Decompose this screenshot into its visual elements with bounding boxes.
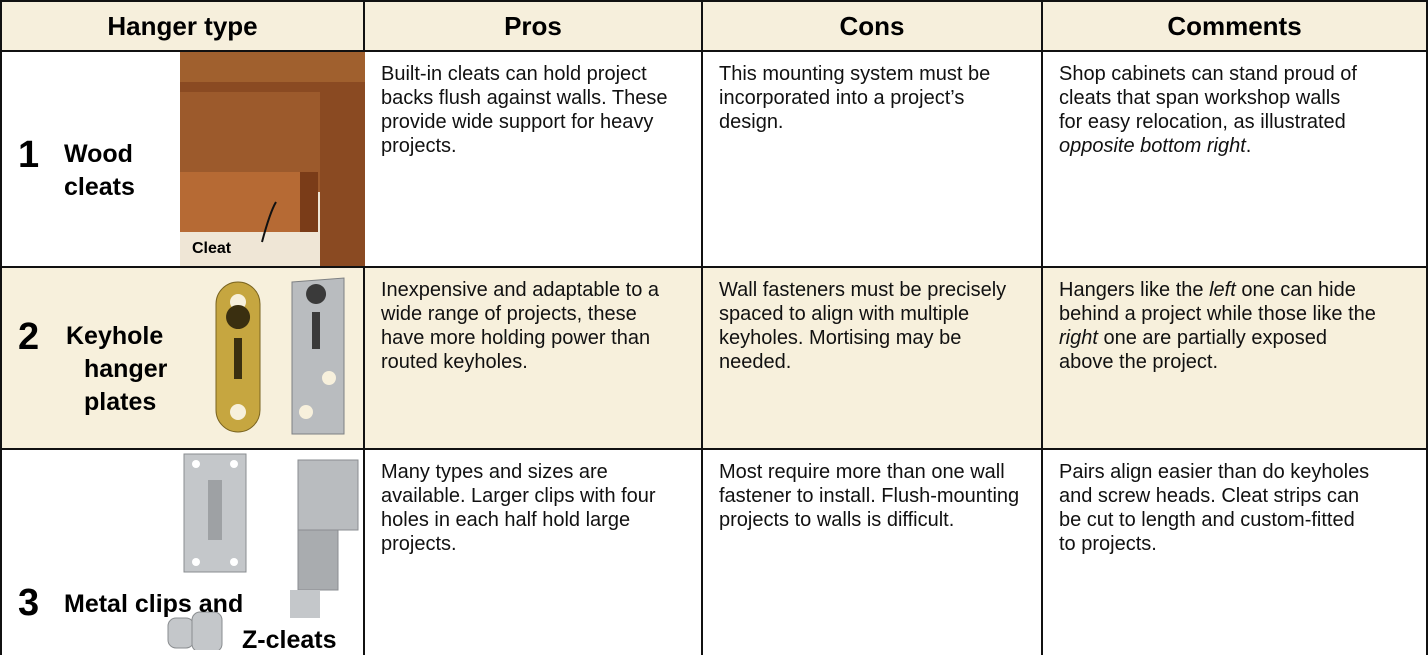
header-cell: Pros [365, 0, 703, 52]
hanger-name: Keyhole hanger plates [66, 320, 167, 419]
text: Shop cabinets can stand proud of cleats … [1059, 63, 1357, 133]
header-cell: Comments [1043, 0, 1428, 52]
text: . [1245, 135, 1252, 157]
metal-clips-image [167, 453, 359, 650]
name-line: Wood [64, 140, 133, 168]
pros-cell: Many types and sizes are available. Larg… [365, 450, 703, 655]
header-cell: Cons [703, 0, 1043, 52]
keyhole-plates-image [215, 277, 345, 435]
wood-cleat-image [180, 52, 365, 266]
pros-cell: Inexpensive and adaptable to a wide rang… [365, 268, 703, 450]
text: one can hide behind a project while thos… [1059, 279, 1376, 325]
comments-cell: Shop cabinets can stand proud of cleats … [1043, 52, 1428, 268]
cons-cell: This mounting system must be incorporate… [703, 52, 1043, 268]
hanger-name: Metal clips and [64, 590, 244, 618]
name-line: Keyhole [66, 322, 164, 350]
header-cell: Hanger type [0, 0, 365, 52]
row-number: 2 [18, 316, 40, 358]
italic-text: opposite bottom right [1059, 135, 1246, 157]
text: Hangers like the [1059, 279, 1210, 301]
row-number: 1 [18, 134, 40, 176]
hanger-name: Z-cleats [242, 626, 337, 654]
type-cell: 3 Metal clips and Z-cleats [0, 450, 365, 655]
name-line: plates [84, 388, 157, 416]
text: one are partially exposed above the proj… [1059, 327, 1327, 373]
name-line: cleats [64, 173, 135, 201]
row-number: 3 [18, 582, 40, 624]
cons-cell: Wall fasteners must be precisely spaced … [703, 268, 1043, 450]
type-cell: Cleat 1 Wood cleats [0, 52, 365, 268]
comments-cell: Hangers like the left one can hide behin… [1043, 268, 1428, 450]
type-cell: 2 Keyhole hanger plates [0, 268, 365, 450]
comments-cell: Pairs align easier than do keyholes and … [1043, 450, 1428, 655]
cons-cell: Most require more than one wall fastener… [703, 450, 1043, 655]
italic-text: right [1059, 327, 1098, 349]
italic-text: left [1209, 279, 1236, 301]
pros-cell: Built-in cleats can hold project backs f… [365, 52, 703, 268]
hanger-name: Wood cleats [64, 138, 135, 204]
image-label: Cleat [192, 240, 232, 258]
name-line: hanger [84, 355, 168, 383]
